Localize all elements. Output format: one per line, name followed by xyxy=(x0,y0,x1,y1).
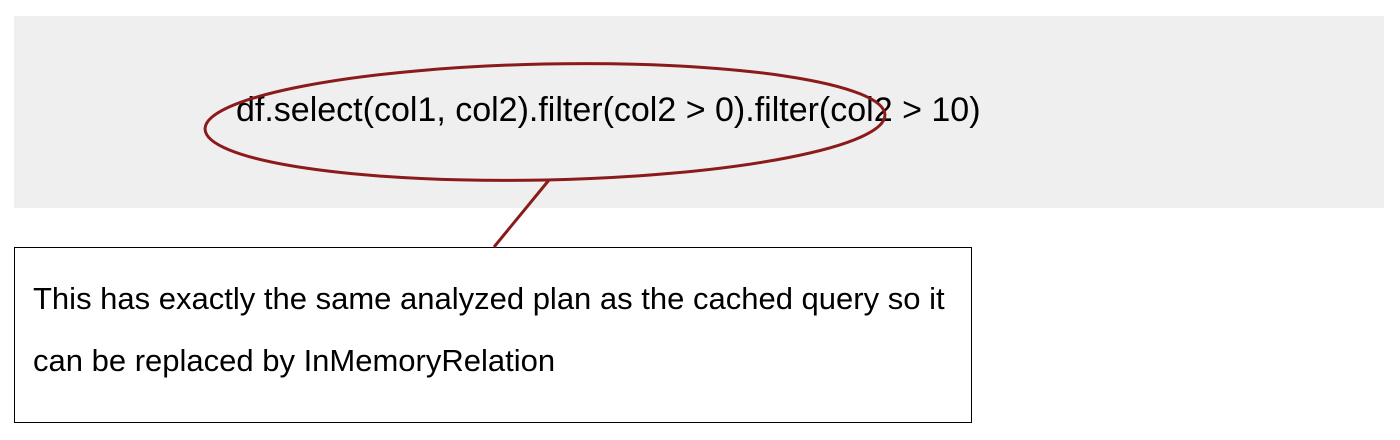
annotation-box: This has exactly the same analyzed plan … xyxy=(14,247,972,423)
code-expression: df.select(col1, col2).filter(col2 > 0).f… xyxy=(236,91,981,129)
annotation-text: This has exactly the same analyzed plan … xyxy=(33,281,945,378)
